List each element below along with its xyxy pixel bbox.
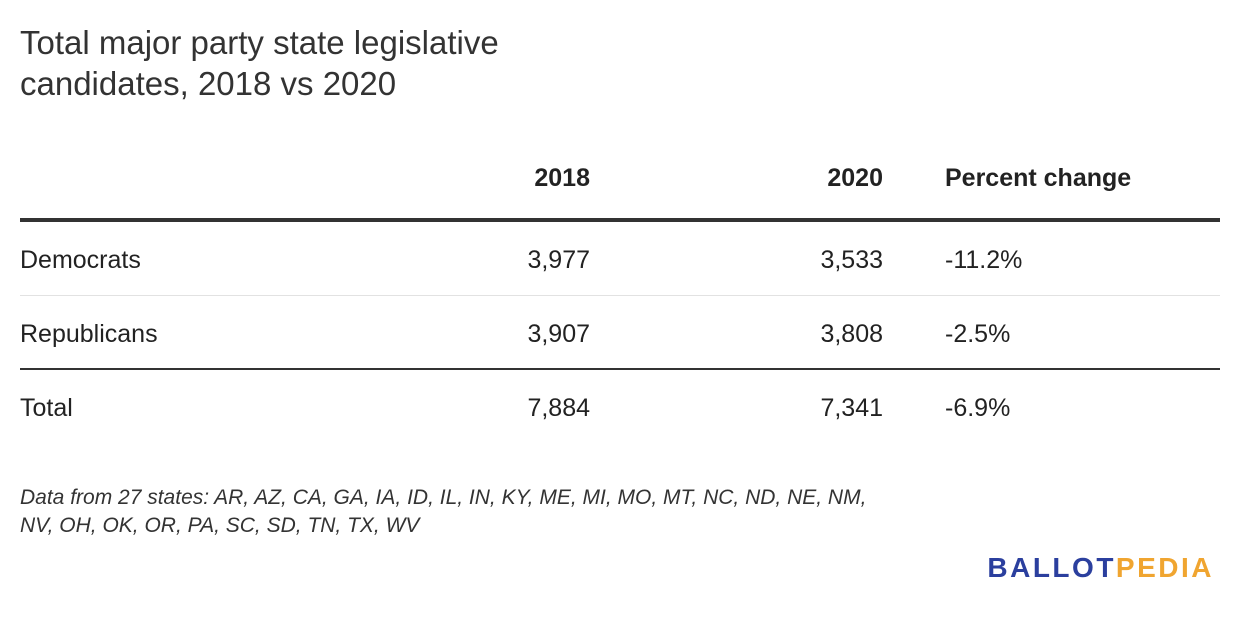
logo-part-pedia: PEDIA bbox=[1115, 552, 1214, 583]
table-header-row: 2018 2020 Percent change bbox=[20, 140, 1220, 222]
value-2018: 7,884 bbox=[527, 394, 590, 422]
logo-part-ballot: BALLOT bbox=[987, 552, 1116, 583]
value-2020: 3,533 bbox=[820, 246, 883, 274]
header-2020: 2020 bbox=[827, 164, 883, 192]
value-percent-change: -6.9% bbox=[945, 394, 1011, 422]
value-2018: 3,977 bbox=[527, 246, 590, 274]
header-percent-change: Percent change bbox=[945, 164, 1132, 192]
table-row-democrats: Democrats 3,977 3,533 -11.2% bbox=[20, 222, 1220, 296]
header-2018: 2018 bbox=[534, 164, 590, 192]
row-label: Total bbox=[20, 394, 73, 422]
value-2020: 3,808 bbox=[820, 320, 883, 348]
value-percent-change: -2.5% bbox=[945, 320, 1011, 348]
ballotpedia-logo: BALLOTPEDIA bbox=[987, 552, 1214, 584]
table-row-total: Total 7,884 7,341 -6.9% bbox=[20, 370, 1220, 444]
source-note: Data from 27 states: AR, AZ, CA, GA, IA,… bbox=[20, 486, 867, 537]
data-table: 2018 2020 Percent change Democrats 3,977… bbox=[20, 140, 1220, 444]
value-2018: 3,907 bbox=[527, 320, 590, 348]
table-row-republicans: Republicans 3,907 3,808 -2.5% bbox=[20, 296, 1220, 370]
value-2020: 7,341 bbox=[820, 394, 883, 422]
chart-title: Total major party state legislative cand… bbox=[20, 24, 499, 102]
row-label: Republicans bbox=[20, 320, 158, 348]
row-label: Democrats bbox=[20, 246, 141, 274]
value-percent-change: -11.2% bbox=[945, 246, 1023, 274]
